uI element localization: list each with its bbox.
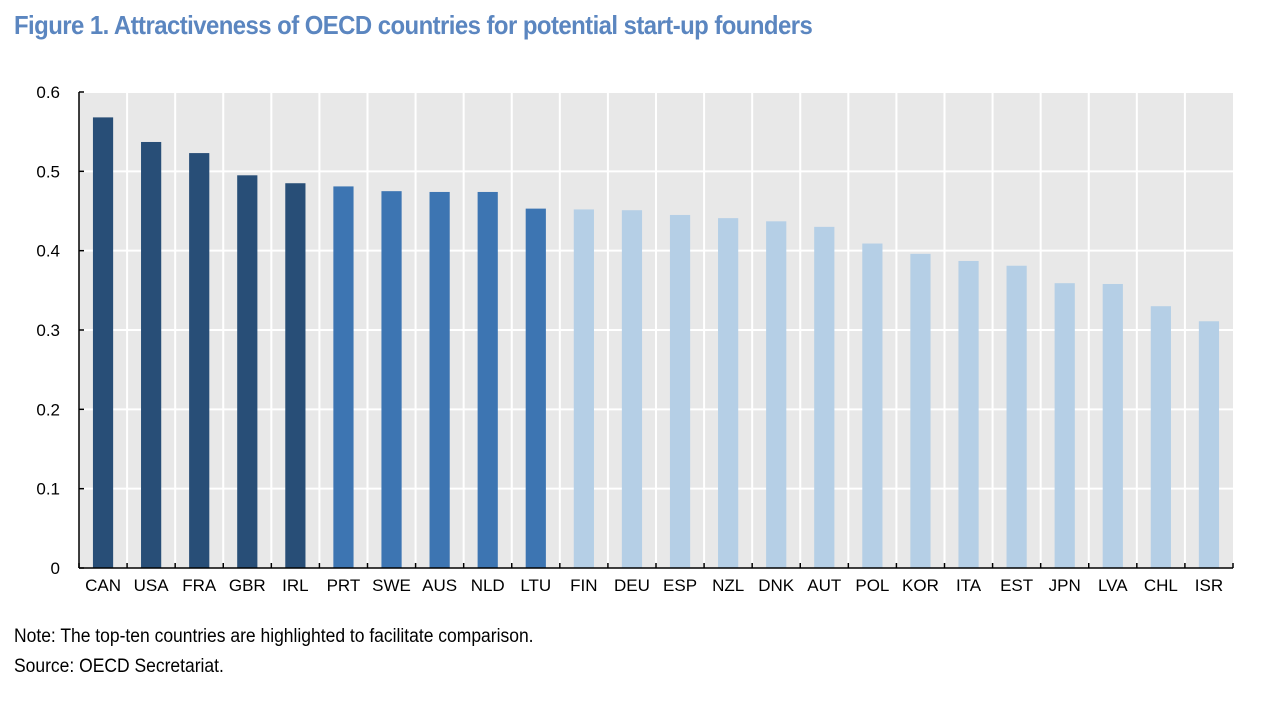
x-tick-label: PRT xyxy=(327,576,361,595)
y-tick-label: 0.3 xyxy=(36,321,60,340)
y-tick-label: 0.1 xyxy=(36,480,60,499)
y-tick-label: 0.6 xyxy=(36,83,60,102)
x-tick-label: CHL xyxy=(1144,576,1178,595)
x-tick-label: IRL xyxy=(282,576,308,595)
x-tick-label: LTU xyxy=(520,576,551,595)
bar-kor xyxy=(910,253,931,568)
x-tick-labels: CAN USA FRA GBR IRL PRT SWE AUS NLD LTU FIN DEU ESP N… xyxy=(85,576,1223,595)
bar-aut xyxy=(814,226,835,568)
bar-irl xyxy=(285,183,306,568)
bar-fin xyxy=(573,209,594,568)
x-tick-label: LVA xyxy=(1098,576,1128,595)
bar-can xyxy=(92,117,114,569)
x-tick-label: ESP xyxy=(663,576,697,595)
chart-note: Note: The top-ten countries are highligh… xyxy=(14,626,534,647)
bar-swe xyxy=(381,191,402,568)
bar-ita xyxy=(958,260,979,568)
x-tick-label: SWE xyxy=(372,576,411,595)
y-tick-label: 0 xyxy=(51,559,60,578)
y-tick-label: 0.2 xyxy=(36,400,60,419)
bar-isr xyxy=(1198,321,1220,568)
bar-dnk xyxy=(766,221,787,568)
bar-gbr xyxy=(237,175,258,569)
y-tick-label: 0.4 xyxy=(36,242,60,261)
bar-est xyxy=(1006,265,1027,568)
x-tick-label: EST xyxy=(1000,576,1033,595)
x-tick-label: NLD xyxy=(471,576,505,595)
x-tick-label: AUT xyxy=(807,576,841,595)
x-tick-label: AUS xyxy=(422,576,457,595)
bar-deu xyxy=(621,210,643,568)
x-tick-label: FIN xyxy=(570,576,597,595)
x-tick-label: POL xyxy=(855,576,889,595)
bar-pol xyxy=(862,243,883,568)
bar-prt xyxy=(333,186,354,568)
x-tick-label: ITA xyxy=(956,576,982,595)
y-tick-labels: 0 0.1 0.2 0.3 0.4 0.5 0.6 xyxy=(36,83,60,578)
x-tick-label: JPN xyxy=(1049,576,1081,595)
x-tick-label: NZL xyxy=(712,576,744,595)
y-tick-label: 0.5 xyxy=(36,162,60,181)
x-tick-label: USA xyxy=(134,576,170,595)
axes xyxy=(78,91,1234,569)
x-tick-label: KOR xyxy=(902,576,939,595)
bar-ltu xyxy=(525,208,546,568)
bar-chl xyxy=(1150,306,1171,568)
bar-esp xyxy=(669,214,691,568)
bar-nld xyxy=(477,191,498,568)
gridlines xyxy=(79,91,1233,568)
bar-aus xyxy=(429,191,450,568)
bar-lva xyxy=(1102,283,1123,568)
chart-source: Source: OECD Secretariat. xyxy=(14,656,224,677)
bars xyxy=(92,117,1220,569)
x-tick-label: GBR xyxy=(229,576,266,595)
x-tick-label: DEU xyxy=(614,576,650,595)
bar-nzl xyxy=(718,218,739,568)
chart-title: Figure 1. Attractiveness of OECD countri… xyxy=(14,10,813,40)
x-tick-label: FRA xyxy=(182,576,217,595)
bar-usa xyxy=(141,141,162,569)
x-tick-label: CAN xyxy=(85,576,121,595)
bar-jpn xyxy=(1054,283,1075,568)
bar-fra xyxy=(189,153,210,568)
x-tick-label: DNK xyxy=(758,576,795,595)
x-tick-label: ISR xyxy=(1195,576,1223,595)
